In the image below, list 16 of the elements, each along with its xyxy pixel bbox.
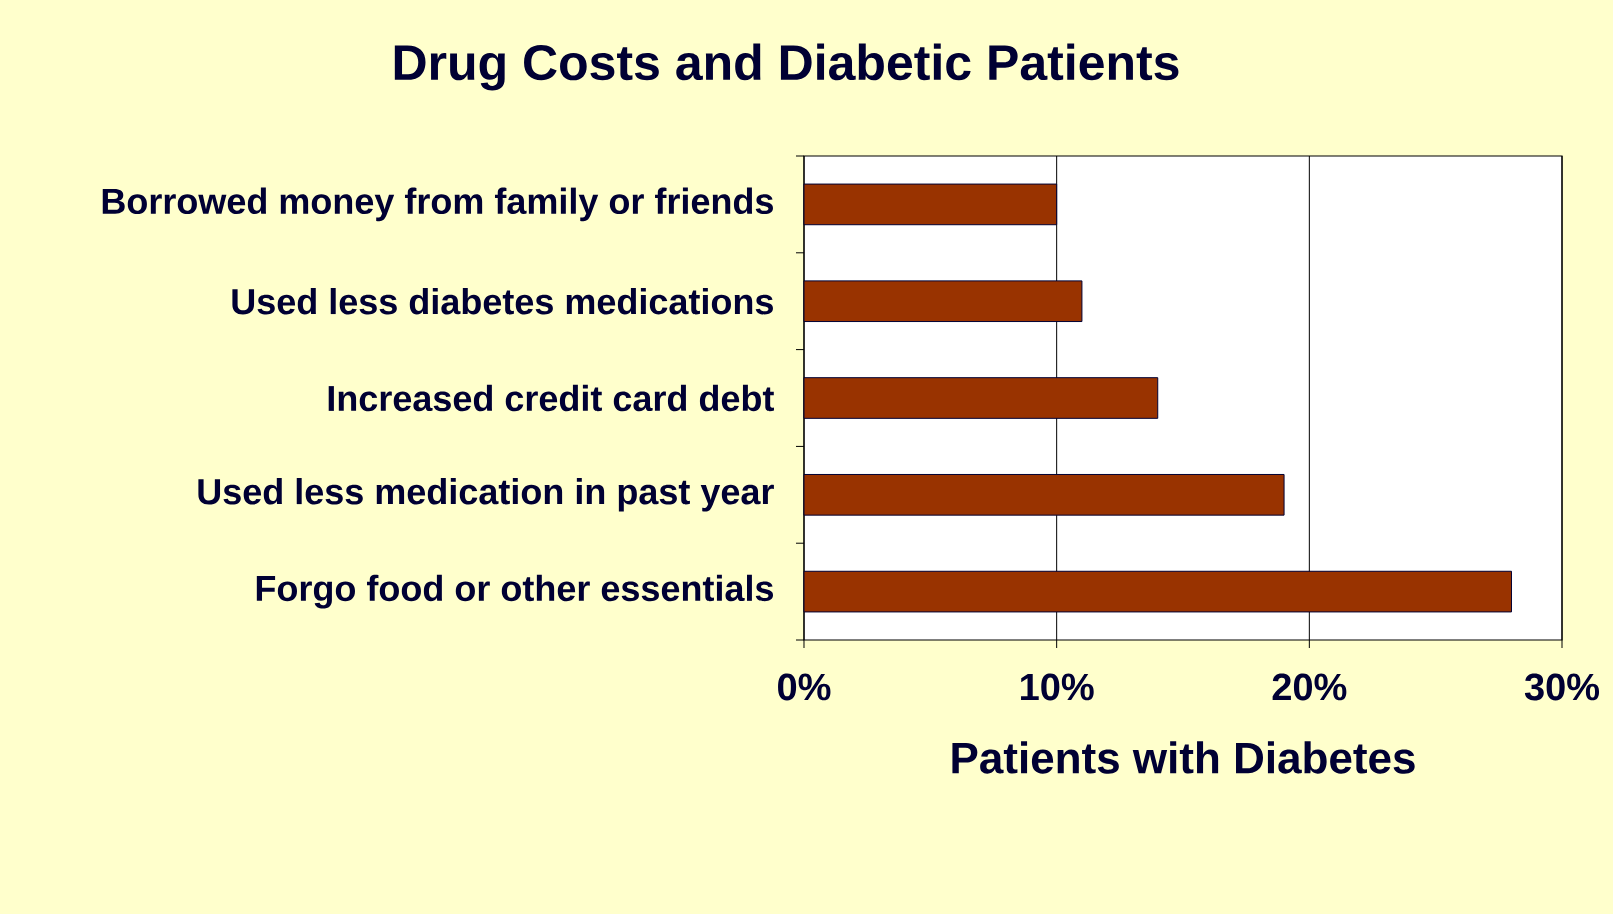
- bar: [803, 183, 1058, 226]
- chart-title: Drug Costs and Diabetic Patients: [394, 43, 1179, 91]
- bar: [803, 570, 1512, 613]
- x-axis-title: Patients with Diabetes: [952, 741, 1415, 774]
- x-tick-label: 10%: [1021, 673, 1094, 701]
- x-tick-label: 20%: [1272, 673, 1347, 701]
- bar: [803, 280, 1083, 323]
- bar: [803, 473, 1285, 516]
- y-tick-label: Forgo food or other essentials: [256, 574, 774, 609]
- y-tick-label: Increased credit card debt: [328, 384, 774, 412]
- bar: [803, 377, 1159, 419]
- y-tick-label: Used less medication in past year: [198, 478, 774, 512]
- y-tick-label: Borrowed money from family or friends: [102, 187, 773, 222]
- x-tick-label: 0%: [778, 673, 831, 701]
- y-tick-label: Used less diabetes medications: [232, 287, 773, 315]
- x-tick-label: 30%: [1524, 673, 1600, 701]
